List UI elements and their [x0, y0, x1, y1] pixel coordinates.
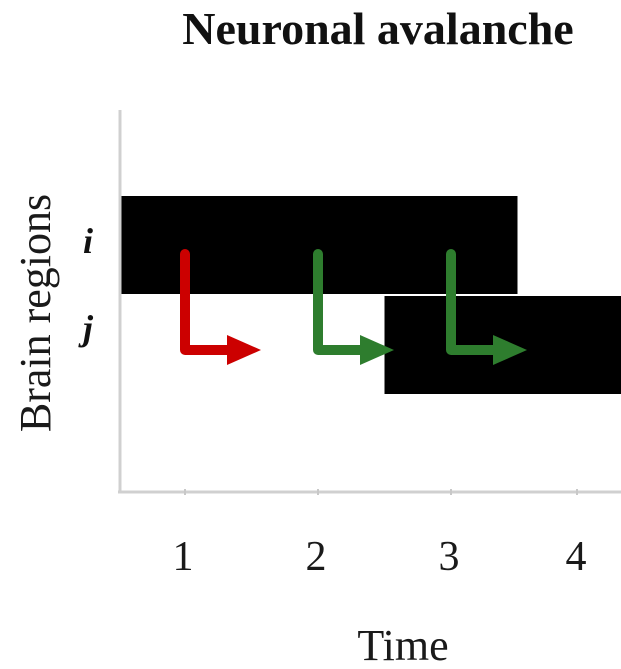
time-tick-labels: 1 2 3 4	[173, 489, 587, 580]
propagation-arrow-1	[180, 249, 261, 365]
propagation-arrow-2	[313, 249, 394, 365]
time-tick-label-3: 3	[439, 534, 460, 580]
figure-title: Neuronal avalanche	[182, 3, 573, 54]
activity-blocks	[120, 196, 621, 394]
x-axis-title: Time	[357, 621, 448, 669]
row-label-j: j	[78, 308, 94, 348]
propagation-arrows	[180, 249, 527, 365]
time-tick-label-4: 4	[566, 534, 587, 580]
row-label-i: i	[83, 221, 93, 261]
time-tick-label-2: 2	[306, 534, 327, 580]
propagation-arrow-3	[446, 249, 527, 365]
y-axis-title: Brain regions	[11, 194, 60, 432]
time-tick-label-1: 1	[173, 534, 194, 580]
